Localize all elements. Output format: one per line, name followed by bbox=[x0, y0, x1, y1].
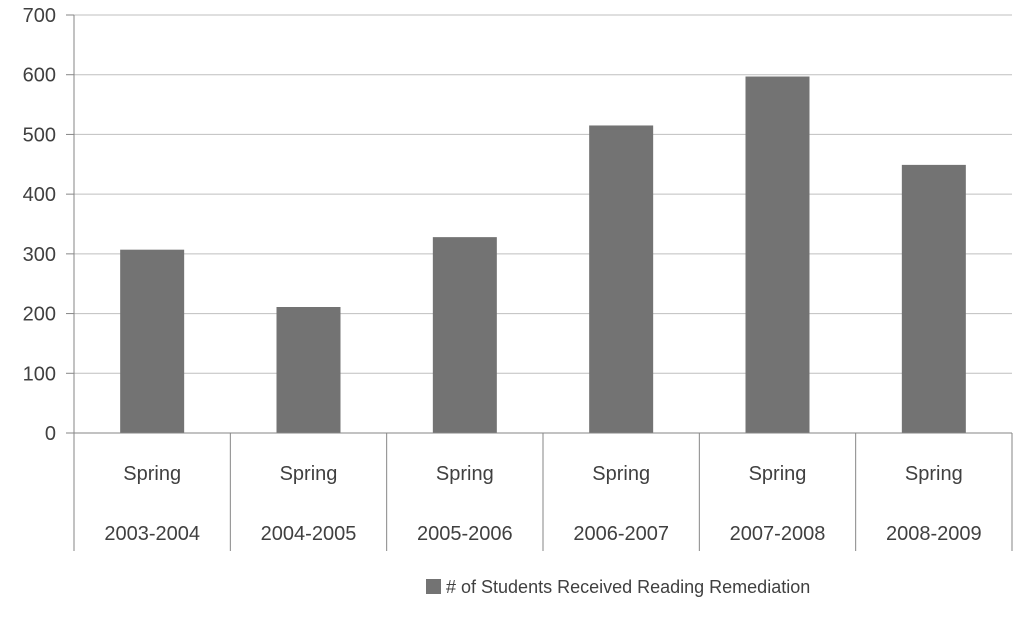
y-tick-label: 300 bbox=[23, 244, 56, 266]
bar bbox=[901, 164, 966, 433]
category-label: 2008-2009 bbox=[886, 523, 982, 545]
category-labels: Spring 2003-2004 Spring 2004-2005 Spring 2005… bbox=[104, 463, 981, 545]
bar bbox=[120, 249, 185, 433]
y-tick-label: 500 bbox=[23, 124, 56, 146]
category-label: 2004-2005 bbox=[261, 523, 357, 545]
category-label: 2006-2007 bbox=[573, 523, 669, 545]
y-tick-label: 400 bbox=[23, 184, 56, 206]
category-label: Spring bbox=[123, 463, 181, 485]
y-tick-label: 700 bbox=[23, 5, 56, 27]
category-label: Spring bbox=[905, 463, 963, 485]
grid-lines bbox=[74, 14, 1012, 374]
y-tick-label: 200 bbox=[23, 304, 56, 326]
legend-swatch bbox=[426, 579, 441, 594]
bar bbox=[432, 237, 497, 433]
category-label: 2007-2008 bbox=[730, 523, 826, 545]
y-tick-label: 100 bbox=[23, 363, 56, 385]
category-label: Spring bbox=[592, 463, 650, 485]
category-label: 2005-2006 bbox=[417, 523, 513, 545]
legend: # of Students Received Reading Remediati… bbox=[426, 577, 810, 597]
category-label: Spring bbox=[280, 463, 338, 485]
legend-label: # of Students Received Reading Remediati… bbox=[446, 577, 810, 597]
bar bbox=[276, 307, 341, 433]
category-label: 2003-2004 bbox=[104, 523, 200, 545]
y-tick-label: 600 bbox=[23, 65, 56, 87]
axes bbox=[66, 14, 1013, 551]
y-tick-labels: 0 100 200 300 400 500 600 700 bbox=[23, 5, 56, 445]
bar bbox=[589, 125, 654, 433]
category-label: Spring bbox=[749, 463, 807, 485]
y-tick-label: 0 bbox=[45, 423, 56, 445]
bars bbox=[120, 76, 966, 434]
category-label: Spring bbox=[436, 463, 494, 485]
bar bbox=[745, 76, 810, 434]
